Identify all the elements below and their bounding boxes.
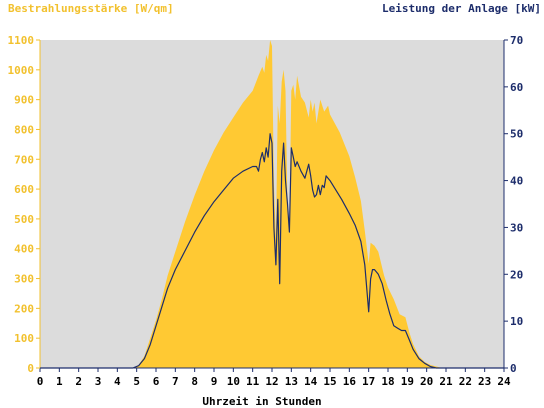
y-right-tick-label: 50 (510, 128, 523, 141)
x-tick-label: 16 (343, 375, 357, 388)
series-power-line (40, 133, 504, 369)
y-left-tick-label: 200 (14, 302, 34, 315)
y-left-tick-label: 700 (14, 153, 34, 166)
x-axis-title: Uhrzeit in Stunden (202, 395, 321, 408)
y-right-tick-label: 40 (510, 175, 523, 188)
y-left-tick-label: 0 (27, 362, 34, 375)
x-tick-label: 20 (420, 375, 433, 388)
x-tick-label: 6 (153, 375, 160, 388)
line-layer (40, 133, 504, 369)
x-tick-label: 9 (211, 375, 218, 388)
x-tick-label: 8 (191, 375, 198, 388)
x-tick-label: 23 (478, 375, 491, 388)
x-tick-label: 2 (75, 375, 82, 388)
y-left-tick-label: 1000 (8, 64, 35, 77)
x-tick-label: 13 (285, 375, 298, 388)
y-left-tick-label: 800 (14, 123, 34, 136)
x-tick-label: 5 (133, 375, 140, 388)
y-right-tick-label: 30 (510, 221, 523, 234)
x-tick-label: 11 (246, 375, 260, 388)
x-tick-label: 21 (439, 375, 453, 388)
left-axis-title: Bestrahlungsstärke [W/qm] (8, 2, 174, 15)
y-right-tick-label: 70 (510, 34, 523, 47)
x-tick-label: 22 (459, 375, 472, 388)
y-right-tick-label: 60 (510, 81, 523, 94)
y-left-tick-label: 900 (14, 94, 34, 107)
x-tick-label: 19 (401, 375, 414, 388)
y-left-tick-label: 400 (14, 243, 34, 256)
y-left-tick-label: 300 (14, 273, 34, 286)
area-layer (40, 40, 504, 368)
right-axis-title: Leistung der Anlage [kW] (382, 2, 541, 15)
x-tick-label: 4 (114, 375, 121, 388)
y-left-tick-label: 600 (14, 183, 34, 196)
tick-layer: 0 1 2 3 4 5 6 7 8 9 10 11 12 13 14 15 16 17 18 19 20 21 22 23 24… (8, 34, 524, 388)
x-tick-label: 24 (497, 375, 511, 388)
y-left-tick-label: 1100 (8, 34, 35, 47)
x-tick-label: 12 (265, 375, 278, 388)
x-tick-label: 0 (37, 375, 44, 388)
x-tick-label: 14 (304, 375, 318, 388)
y-right-tick-label: 0 (510, 362, 517, 375)
x-tick-label: 3 (95, 375, 102, 388)
y-left-tick-label: 500 (14, 213, 34, 226)
x-tick-label: 18 (381, 375, 394, 388)
y-right-tick-label: 10 (510, 315, 523, 328)
x-tick-label: 1 (56, 375, 63, 388)
x-tick-label: 7 (172, 375, 179, 388)
x-tick-label: 15 (323, 375, 336, 388)
y-right-tick-label: 20 (510, 268, 523, 281)
series-irradiance-area (40, 40, 504, 368)
y-left-tick-label: 100 (14, 332, 34, 345)
x-tick-label: 17 (362, 375, 375, 388)
x-tick-label: 10 (227, 375, 240, 388)
